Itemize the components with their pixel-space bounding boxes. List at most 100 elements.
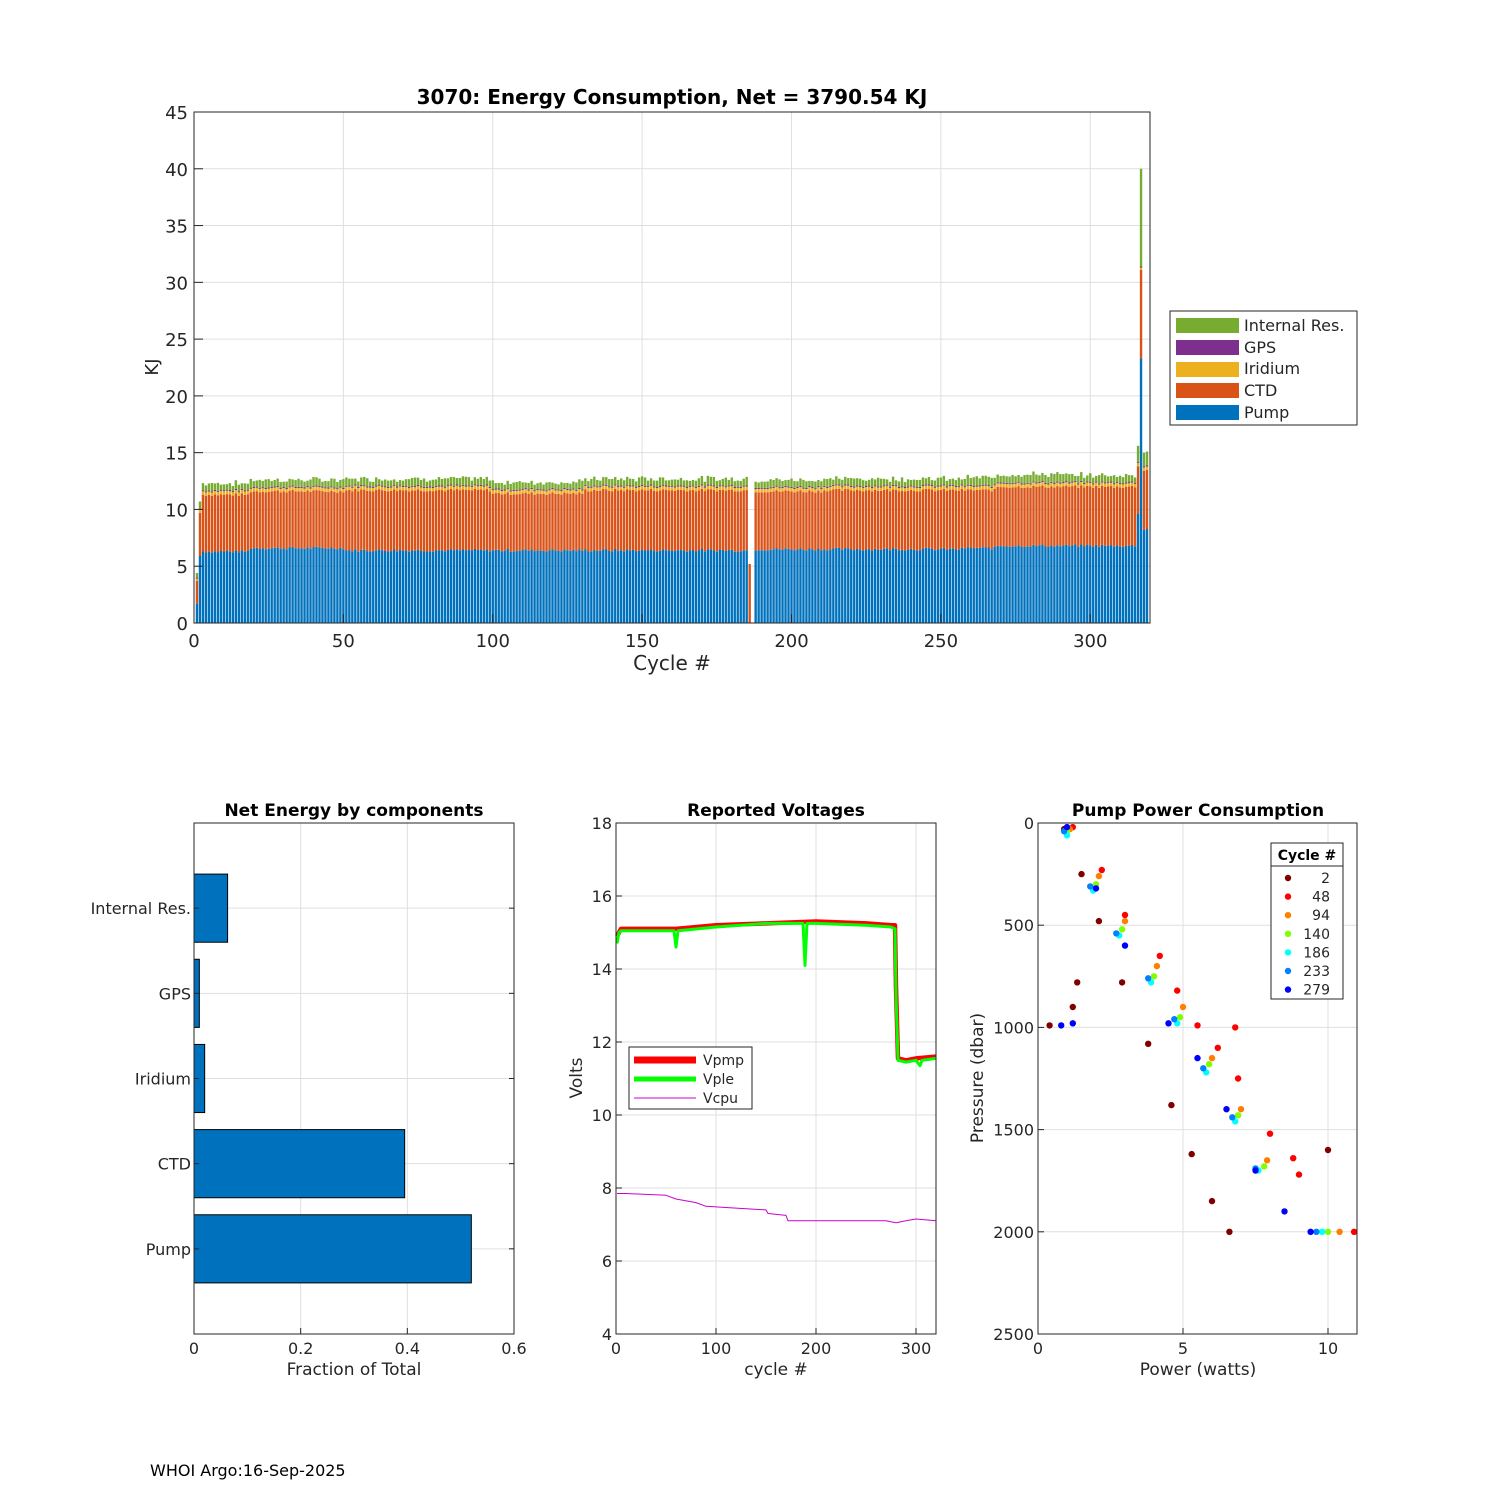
energy-bar-gps [470,485,474,487]
pump-power-point-cycle-279 [1121,942,1129,949]
energy-bar-ctd [201,494,205,552]
energy-bar-iridium [966,485,969,490]
energy-bar-iridium [491,490,494,494]
energy-bar-iridium [1106,482,1110,487]
energy-bar-pump [1041,544,1044,623]
energy-bar-ctd [596,490,599,551]
energy-bar-gps [1002,482,1005,484]
energy-bar-internal-res [509,483,512,491]
energy-bar-ctd [793,492,796,551]
energy-bar-iridium [623,487,626,492]
energy-bar-internal-res [709,476,713,485]
energy-bar-gps [700,484,704,486]
energy-bar-ctd [1092,487,1095,547]
energy-bar-pump [602,549,605,623]
energy-bar-gps [542,489,545,491]
energy-bar-iridium [413,487,417,491]
energy-bar-pump [631,550,635,623]
energy-bar-ctd [930,489,934,549]
energy-bar-iridium [249,488,252,493]
energy-bar-internal-res [1098,475,1101,484]
energy-bar-gps [623,486,626,488]
energy-bar-iridium [1023,484,1026,488]
energy-bar-pump [856,548,859,623]
energy-bar-ctd [210,495,214,553]
energy-bar-iridium [969,485,972,490]
energy-bar-pump [407,551,411,623]
energy-bar-internal-res [1008,476,1011,484]
energy-bar-iridium [838,485,841,489]
pump-power-point-cycle-279 [1092,885,1100,892]
energy-bar-gps [999,482,1002,484]
components-category-label: GPS [159,984,191,1003]
energy-bar-ctd [464,490,468,551]
energy-bar-ctd [384,490,387,551]
energy-bar-pump [539,550,542,623]
energy-bar-ctd [1035,487,1038,547]
energy-bar-ctd [1089,486,1092,546]
energy-bar-internal-res [312,477,315,486]
energy-bar-ctd [963,490,966,549]
energy-bar-internal-res [461,476,465,485]
energy-bar-gps [473,484,477,486]
energy-bar-internal-res [416,477,420,485]
energy-bar-iridium [903,488,907,492]
energy-bar-iridium [485,485,488,490]
energy-bar-iridium [1133,483,1137,488]
energy-bar-ctd [799,490,802,549]
energy-bar-pump [924,547,928,623]
energy-bar-iridium [835,485,838,489]
energy-bar-internal-res [527,482,530,490]
energy-bar-gps [324,487,327,489]
energy-bar-ctd [760,492,763,551]
energy-bar-internal-res [306,480,309,487]
energy-bar-ctd [1059,487,1062,547]
energy-bar-pump [434,550,438,623]
energy-bar-internal-res [1041,472,1044,482]
energy-bar-iridium [354,485,357,490]
energy-bar-pump [431,551,435,623]
energy-bar-gps [1136,461,1140,463]
energy-bar-iridium [428,487,432,492]
energy-bar-iridium [279,488,282,493]
energy-bar-gps [927,484,931,486]
energy-bar-iridium [628,486,632,491]
energy-bar-ctd [862,491,865,551]
energy-bar-pump [676,550,680,623]
energy-bar-internal-res [1095,475,1098,482]
energy-bar-iridium [404,486,408,491]
pump-power-point-cycle-279 [1194,1054,1201,1062]
energy-bar-ctd [1106,486,1110,546]
energy-bar-gps [446,485,450,487]
energy-bar-ctd [575,494,578,552]
energy-bar-gps [407,486,411,489]
energy-bar-gps [1145,465,1149,467]
energy-bar-gps [918,486,922,489]
energy-bar-internal-res [625,476,629,485]
energy-bar-ctd [829,490,832,550]
energy-bar-iridium [357,488,360,492]
energy-bar-ctd [703,491,707,552]
pump-power-point-cycle-186 [1319,1228,1326,1236]
energy-bar-iridium [745,486,748,491]
energy-bar-pump [945,549,949,623]
pump-power-point-cycle-2 [1168,1101,1175,1109]
energy-bar-pump [306,547,309,623]
energy-bar-internal-res [219,484,223,490]
energy-bar-internal-res [318,478,321,487]
energy-bar-pump [906,549,910,623]
energy-bar-internal-res [491,480,494,490]
energy-bar-iridium [276,487,279,491]
energy-bar-gps [464,485,468,487]
energy-bar-internal-res [745,476,748,486]
components-x-axis-label: Fraction of Total [287,1360,422,1380]
energy-bar-iridium [718,486,721,490]
energy-bar-internal-res [384,479,387,487]
energy-bar-pump [581,550,584,623]
energy-bar-ctd [285,492,288,550]
energy-bar-gps [709,484,713,486]
energy-bar-internal-res [694,480,698,487]
energy-bar-gps [395,486,399,488]
energy-bar-ctd [527,493,530,551]
energy-bar-ctd [1062,486,1065,546]
